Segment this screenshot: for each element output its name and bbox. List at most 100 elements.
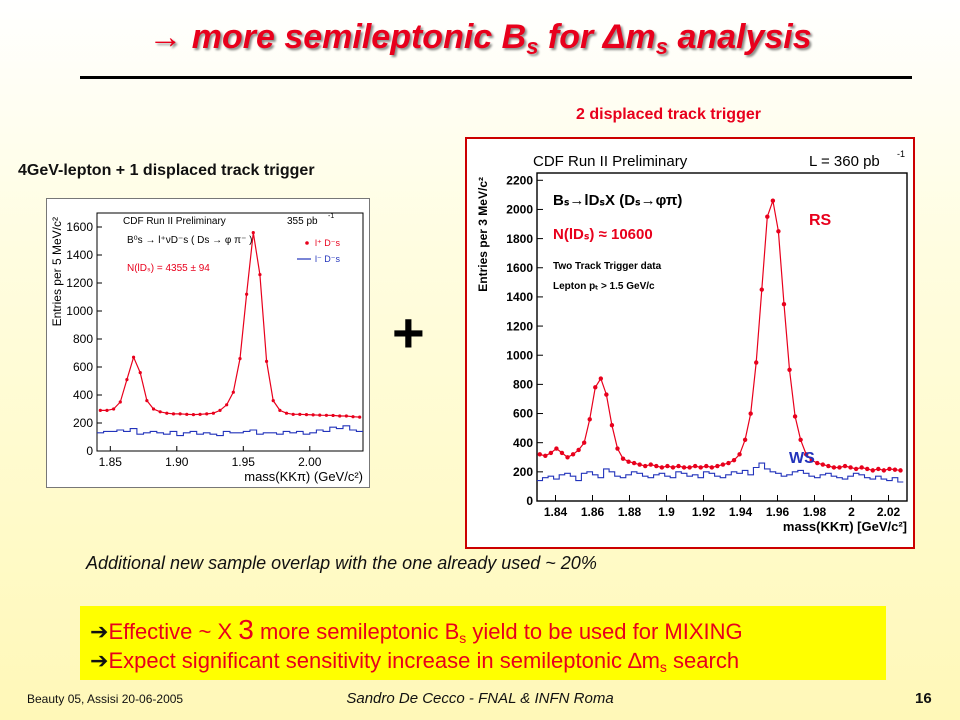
lumi-label: 355 pb	[287, 216, 318, 227]
rs-data-point	[581, 440, 587, 445]
rs-data-point	[798, 437, 803, 442]
left-plot-panel: 0 200 400 600 800 1000 1200 1400 1600 1.85 1.90 1.9…	[46, 198, 370, 488]
left-mass-chart: 0 200 400 600 800 1000 1200 1400 1600 1.85 1.90 1.9…	[50, 212, 364, 484]
bullet1-num: 3	[238, 614, 254, 645]
rs-data-point	[151, 407, 156, 411]
legend-rs-marker	[305, 241, 309, 245]
x-tick-label: 1.9	[658, 505, 675, 519]
conclusion-box	[80, 606, 886, 680]
rs-data-point	[238, 357, 242, 361]
bullet1-sub: s	[459, 630, 467, 646]
rs-data-point	[344, 414, 348, 418]
rs-data-point	[205, 412, 209, 416]
bullet1-pre: Effective ~ X	[108, 619, 233, 644]
rs-label: RS	[809, 212, 832, 229]
legend-rs-label: l⁺ D⁻s	[315, 238, 341, 248]
rs-data-point	[809, 457, 814, 463]
title-text-post: analysis	[677, 18, 812, 56]
rs-data-point	[626, 459, 631, 464]
rs-data-point	[659, 465, 665, 470]
bullet-arrow-icon: ➔	[90, 648, 109, 673]
x-axis-label: mass(KKπ) [GeV/c²]	[783, 519, 907, 534]
rs-data-point	[565, 455, 570, 460]
ws-histogram	[537, 462, 904, 483]
rs-data-point	[676, 463, 681, 469]
footer-page-number: 16	[915, 690, 932, 707]
chart-header: CDF Run II Preliminary	[123, 216, 226, 227]
rs-data-point	[570, 452, 576, 457]
rs-data-point	[225, 403, 229, 407]
rs-data-point	[311, 413, 315, 417]
decay-label: B⁰s → l⁺νD⁻s ( Ds → φ π⁻ )	[127, 235, 252, 246]
plus-sign: +	[392, 301, 425, 364]
rs-data-point	[826, 463, 831, 469]
rs-data-point	[620, 456, 626, 461]
rs-data-point	[171, 412, 176, 416]
title-divider	[80, 76, 912, 79]
overlap-note: Additional new sample overlap with the o…	[86, 553, 597, 573]
rs-data-point	[258, 273, 262, 277]
legend-ws-label: l⁻ D⁻s	[315, 254, 341, 264]
rs-data-point	[765, 214, 770, 219]
ws-label: WS	[789, 450, 815, 467]
y-axis-label: Entries per 3 MeV/c²	[476, 177, 490, 292]
rs-data-point	[105, 408, 109, 412]
rs-data-point	[892, 467, 898, 472]
x-tick-label: 1.88	[618, 505, 642, 519]
rs-data-point	[304, 413, 309, 417]
rs-data-point	[198, 412, 202, 416]
rs-data-point	[709, 465, 715, 470]
y-tick-label: 400	[513, 436, 533, 450]
y-tick-label: 600	[73, 360, 93, 374]
y-tick-label: 800	[513, 378, 533, 392]
rs-data-point	[898, 468, 903, 473]
rs-data-point	[218, 408, 222, 412]
bullet2-post: search	[673, 648, 740, 673]
lumi-label: L = 360 pb	[809, 153, 880, 170]
rs-data-point	[145, 399, 149, 403]
rs-data-point	[631, 460, 637, 466]
x-tick-label: 1.92	[692, 505, 716, 519]
footer-author: Sandro De Cecco - FNAL & INFN Roma	[346, 690, 614, 707]
y-tick-label: 1600	[66, 220, 93, 234]
bullet-arrow-icon: ➔	[90, 619, 109, 644]
rs-data-point	[654, 463, 659, 469]
y-tick-label: 0	[86, 444, 93, 458]
rs-data-point	[865, 466, 870, 472]
bullet2-pre: Expect significant sensitivity increase …	[108, 648, 622, 673]
rs-data-point	[609, 422, 615, 428]
rs-data-point	[731, 457, 737, 463]
rs-data-point	[648, 462, 653, 467]
rs-data-point	[231, 390, 235, 394]
left-trigger-label: 4GeV-lepton + 1 displaced track trigger	[18, 162, 315, 179]
title-text-mid: for	[547, 18, 594, 56]
x-tick-label: 1.84	[544, 505, 568, 519]
x-tick-label: 2.02	[877, 505, 901, 519]
chart-header: CDF Run II Preliminary	[533, 153, 688, 170]
x-tick-label: 2.00	[298, 455, 322, 469]
x-axis-label: mass(KKπ) (GeV/c²)	[244, 469, 363, 484]
rs-data-point	[754, 360, 759, 365]
rs-data-point	[125, 378, 129, 382]
rs-data-point	[298, 412, 302, 416]
y-tick-label: 1000	[506, 348, 533, 362]
footer-conference: Beauty 05, Assisi 20-06-2005	[27, 692, 184, 706]
rs-data-point	[559, 450, 565, 456]
rs-data-point	[158, 410, 162, 414]
x-tick-label: 1.86	[581, 505, 605, 519]
rs-data-point	[792, 414, 798, 419]
rs-data-point	[271, 399, 275, 403]
rs-data-point	[637, 462, 642, 467]
y-tick-label: 1200	[506, 319, 533, 333]
rs-data-point	[191, 413, 196, 417]
slide-title: → more semileptonic Bs for Δms analysis	[0, 18, 960, 60]
rs-data-point	[118, 400, 122, 404]
rs-data-point	[554, 446, 559, 451]
ws-histogram	[97, 425, 363, 437]
rs-data-point	[748, 411, 753, 416]
rs-data-point	[278, 408, 282, 412]
rs-data-point	[604, 392, 609, 397]
y-tick-label: 1000	[66, 304, 93, 318]
y-tick-label: 200	[73, 416, 93, 430]
y-tick-label: 200	[513, 465, 533, 479]
